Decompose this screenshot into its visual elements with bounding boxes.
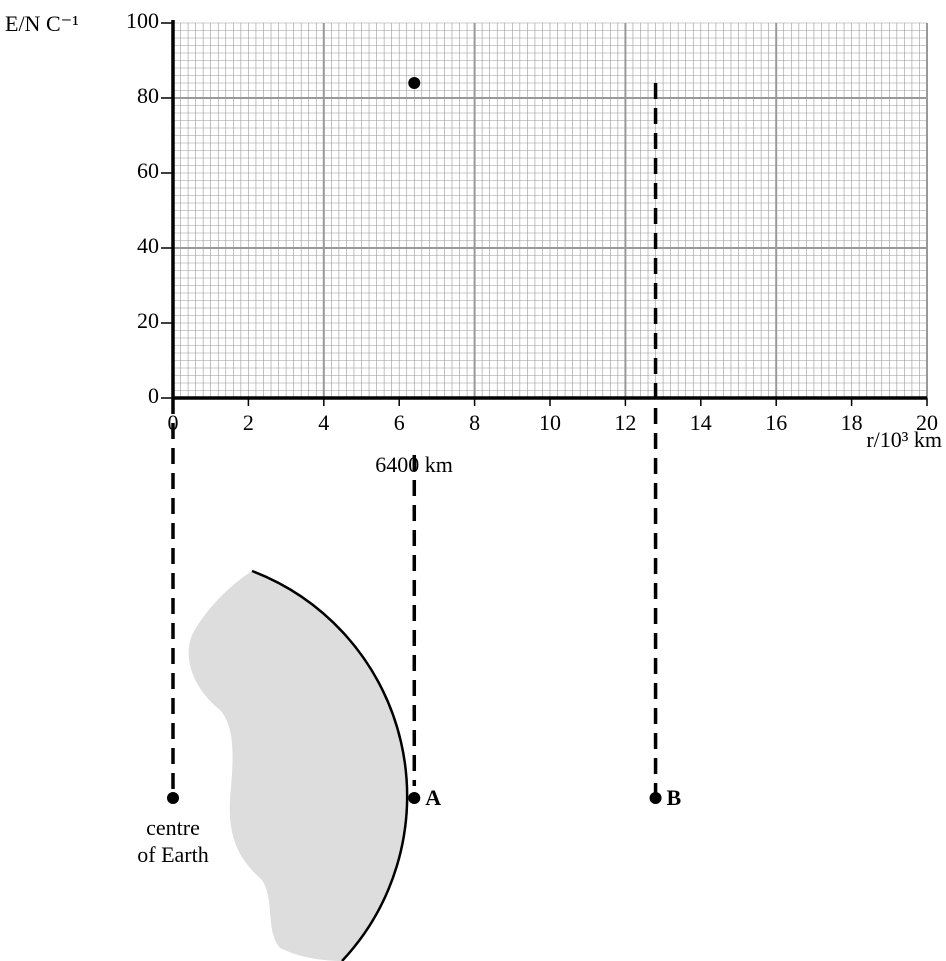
point-label: of Earth (137, 842, 208, 867)
earth-surface (251, 569, 409, 961)
x-tick-label: 18 (841, 410, 863, 435)
data-point (408, 77, 421, 89)
point-label: B (667, 785, 682, 810)
x-tick-label: 20 (916, 410, 938, 435)
position-point (408, 792, 421, 804)
x-tick-label: 6 (394, 410, 405, 435)
position-point (649, 792, 662, 804)
x-tick-label: 10 (539, 410, 561, 435)
y-tick-label: 40 (137, 233, 159, 258)
x-tick-label: 0 (168, 410, 179, 435)
x-tick-label: 16 (765, 410, 787, 435)
y-tick-label: 20 (137, 308, 159, 333)
x-tick-label: 8 (469, 410, 480, 435)
position-point (167, 792, 179, 804)
y-tick-label: 60 (137, 158, 159, 183)
x-tick-label: 12 (614, 410, 636, 435)
x-tick-label: 2 (243, 410, 254, 435)
earth-region (188, 571, 408, 961)
y-axis-label: E/N C⁻¹ (5, 11, 79, 36)
y-tick-label: 100 (126, 8, 159, 33)
x-tick-label: 4 (318, 410, 329, 435)
x-axis-label: r/10³ km (866, 427, 942, 452)
y-tick-label: 80 (137, 83, 159, 108)
x-tick-label: 14 (690, 410, 712, 435)
point-label: A (425, 785, 441, 810)
y-tick-label: 0 (148, 383, 159, 408)
point-label: centre (146, 815, 200, 840)
